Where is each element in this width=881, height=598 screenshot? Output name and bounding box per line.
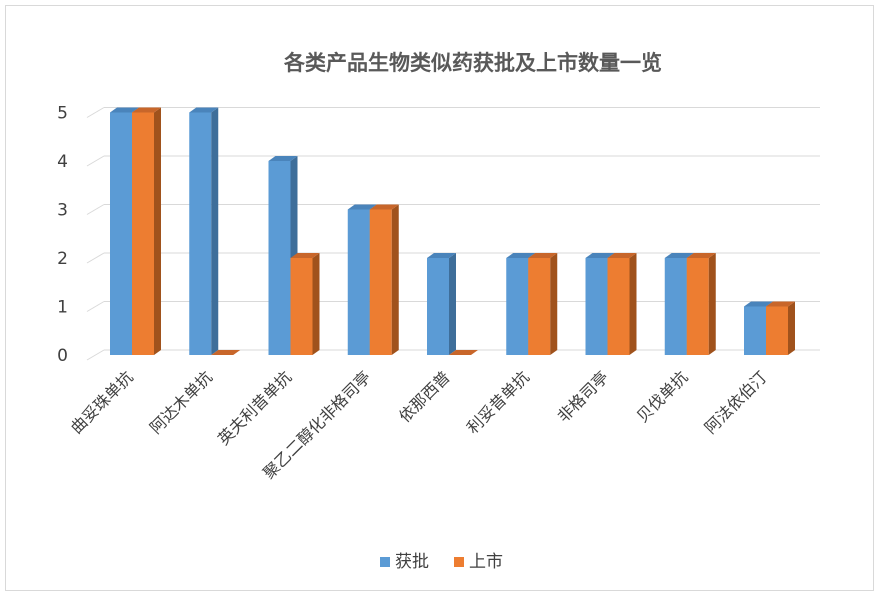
bar-marketed-top: [607, 253, 637, 258]
bar-marketed-front: [369, 209, 392, 355]
bar-approved-side: [449, 253, 456, 355]
bar-approved-top: [427, 253, 456, 258]
y-tick-label: 2: [57, 249, 68, 269]
bar-approved-top: [189, 107, 219, 113]
bar-marketed: [528, 253, 558, 355]
bar-approved-front: [347, 209, 370, 355]
bar-approved: [427, 253, 456, 355]
bar-marketed-top: [211, 350, 241, 355]
category-label: 英夫利昔单抗: [214, 367, 295, 448]
bar-marketed-side: [391, 204, 399, 355]
gridline-floor: [86, 107, 105, 118]
gridline-floor: [86, 349, 105, 361]
bar-approved-top: [506, 253, 536, 258]
category-label: 阿法依伯汀: [701, 367, 771, 437]
bar-marketed-side: [312, 253, 320, 355]
bar-approved-front: [506, 258, 529, 355]
category-label: 阿达木单抗: [146, 367, 216, 437]
bar-approved-front: [585, 258, 608, 355]
bar-approved-front: [744, 306, 766, 355]
bar-marketed-top: [686, 253, 716, 258]
y-tick-label: 0: [57, 346, 68, 366]
bar-marketed: [766, 301, 795, 355]
legend-label-marketed: 上市: [469, 552, 503, 572]
y-tick-label: 3: [57, 201, 68, 221]
bar-marketed-side: [550, 253, 558, 355]
bar-approved-top: [744, 301, 773, 307]
bar-approved-top: [110, 107, 139, 113]
legend-swatch-approved: [380, 557, 390, 567]
bar-marketed: [369, 204, 399, 355]
y-tick-label: 4: [57, 152, 68, 172]
category-label: 曲妥珠单抗: [67, 367, 137, 437]
bar-approved-top: [585, 253, 615, 258]
gridline-floor: [86, 155, 105, 167]
category-label: 非格司亭: [554, 367, 613, 426]
category-label: 贝伐单抗: [633, 367, 692, 426]
bar-approved-front: [268, 161, 291, 355]
legend: 获批 上市: [380, 552, 503, 572]
bars: [110, 107, 795, 355]
bar-marketed: [132, 107, 161, 355]
bar-marketed-side: [154, 107, 161, 355]
bar-marketed: [211, 350, 241, 355]
legend-label-approved: 获批: [395, 552, 429, 572]
bar-approved-side: [211, 107, 219, 355]
chart-title: 各类产品生物类似药获批及上市数量一览: [283, 51, 662, 75]
bar-marketed-top: [132, 107, 161, 113]
bar-marketed-side: [629, 253, 637, 355]
bar-marketed-front: [290, 258, 313, 355]
bar-approved-front: [427, 258, 449, 355]
bar-approved-top: [268, 156, 298, 161]
bar-marketed-top: [369, 204, 399, 210]
bar-approved-top: [664, 253, 694, 258]
legend-swatch-marketed: [454, 557, 464, 567]
bar-marketed-front: [766, 306, 788, 355]
bar-approved-front: [189, 112, 212, 355]
bar-marketed-top: [449, 350, 478, 355]
bar-marketed-side: [788, 301, 795, 355]
bar-marketed-front: [528, 258, 551, 355]
y-tick-label: 1: [57, 298, 68, 318]
y-tick-label: 5: [57, 104, 68, 124]
category-label: 依那西普: [395, 367, 454, 426]
bar-approved-top: [347, 204, 377, 210]
bar-marketed: [449, 350, 478, 355]
bar-marketed-front: [686, 258, 709, 355]
bar-approved: [189, 107, 219, 355]
gridline-floor: [86, 252, 105, 264]
bar-approved-front: [664, 258, 687, 355]
gridline-floor: [86, 301, 105, 312]
bar-marketed: [290, 253, 320, 355]
bar-marketed-side: [708, 253, 716, 355]
bar-approved-front: [110, 112, 132, 355]
bar-marketed: [607, 253, 637, 355]
bar-marketed-top: [528, 253, 558, 258]
y-axis: 0 1 2 3 4 5: [57, 104, 68, 367]
gridline-floor: [86, 204, 105, 215]
bar-marketed-front: [607, 258, 630, 355]
bar-marketed: [686, 253, 716, 355]
bar-marketed-front: [132, 112, 154, 355]
category-label: 利妥昔单抗: [463, 367, 533, 437]
bar-marketed-top: [766, 301, 795, 307]
bar-marketed-top: [290, 253, 320, 258]
